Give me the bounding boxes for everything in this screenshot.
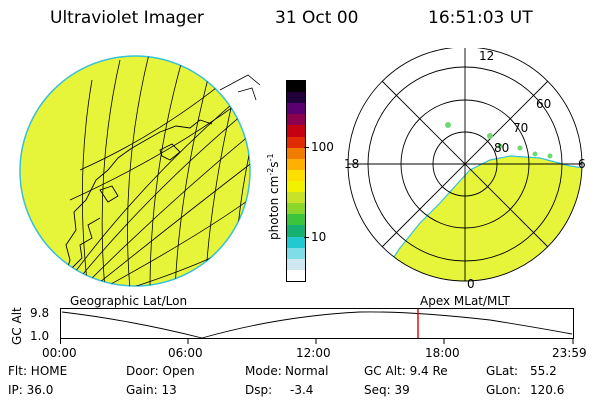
mlt-label-18: 18 [344, 157, 359, 171]
status-ip: IP: 36.0 [8, 383, 54, 397]
geographic-panel-label: Geographic Lat/Lon [70, 294, 188, 308]
colorbar-segment [287, 114, 305, 126]
alt-xtick-0000: 00:00 [42, 346, 77, 360]
time-label: 16:51:03 UT [428, 8, 533, 28]
coastline [63, 119, 213, 281]
lat-label-60: 60 [536, 97, 551, 111]
lat-lon-grid [61, 56, 250, 286]
status-glon-value: 120.6 [530, 383, 565, 397]
colorbar-segment [287, 81, 305, 93]
colorbar-tick-10: 10 [311, 230, 327, 244]
colorbar-segment [287, 147, 305, 159]
colorbar-segment [287, 214, 305, 226]
colorbar-segment [287, 92, 305, 104]
geographic-image [19, 55, 260, 287]
status-flt: Flt: HOME [8, 364, 68, 378]
colorbar-segment [287, 236, 305, 248]
lat-label-70: 70 [513, 121, 528, 135]
status-glon-label: GLon: [486, 383, 521, 397]
mlt-label-0: 0 [467, 277, 475, 288]
polar-grid [347, 48, 583, 282]
status-dsp-label: Dsp: [245, 383, 273, 397]
altitude-plot [60, 308, 574, 344]
alt-tick-9.8: 9.8 [30, 306, 50, 320]
auroral-oval [369, 155, 582, 281]
colorbar-segment [287, 258, 305, 270]
altitude-ylabel: GC Alt [10, 307, 24, 345]
colorbar-segment [287, 125, 305, 137]
status-door: Door: Open [126, 364, 195, 378]
status-dsp-value: -3.4 [290, 383, 314, 397]
alt-xtick-1800: 18:00 [425, 346, 460, 360]
status-glat-label: GLat: [486, 364, 519, 378]
instrument-title: Ultraviolet Imager [50, 8, 204, 28]
polar-panel-label: Apex MLat/MLT [420, 294, 510, 308]
colorbar-segment [287, 269, 305, 281]
colorbar-tick-100: 100 [311, 140, 334, 154]
colorbar-segment [287, 103, 305, 115]
lat-label-80: 80 [494, 141, 509, 155]
mlt-label-6: 6 [578, 157, 586, 171]
colorbar-segment [287, 181, 305, 193]
altitude-curve [61, 311, 573, 339]
date-label: 31 Oct 00 [275, 8, 359, 28]
colorbar-segment [287, 158, 305, 170]
polar-image: 12 18 6 0 60 70 80 [344, 48, 586, 288]
status-mode-label: Mode: [245, 364, 282, 378]
colorbar-segment [287, 169, 305, 182]
status-glat-value: 55.2 [530, 364, 557, 378]
alt-xtick-2359: 23:59 [552, 346, 587, 360]
colorbar-segment [287, 136, 305, 148]
colorbar-segment [287, 203, 305, 215]
status-seq: Seq: 39 [364, 383, 410, 397]
mlt-label-12: 12 [479, 49, 494, 63]
colorbar-segment [287, 247, 305, 259]
status-gain: Gain: 13 [126, 383, 177, 397]
colorbar-unit-label: photon cm-2s-1 [266, 153, 281, 240]
status-mode-value: Normal [285, 364, 329, 378]
alt-xtick-1200: 12:00 [296, 346, 331, 360]
colorbar [286, 80, 306, 282]
colorbar-segment [287, 192, 305, 204]
alt-xtick-0600: 06:00 [168, 346, 203, 360]
status-gc-alt: GC Alt: 9.4 Re [364, 364, 448, 378]
colorbar-segment [287, 225, 305, 237]
alt-tick-1.0: 1.0 [30, 329, 50, 343]
earth-disc [19, 55, 251, 287]
